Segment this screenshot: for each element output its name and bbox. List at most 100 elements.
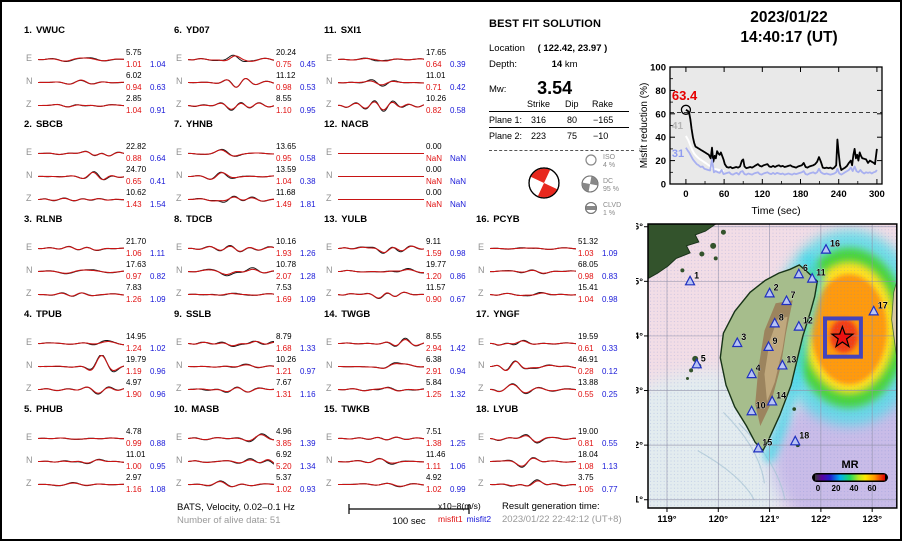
component-label: Z bbox=[478, 288, 484, 298]
station-number: 16 bbox=[830, 239, 840, 249]
misfit-reduction-chart: 0 60 120 180 240 300 0 20 40 60 80 100 63.4 41 31 Time … bbox=[639, 63, 885, 218]
mr-tick-label: 40 bbox=[850, 484, 859, 493]
waveform-trace-PCYB-N: N 68.05 0.98 0.83 bbox=[476, 260, 626, 283]
station-triangle-icon bbox=[776, 359, 788, 370]
station-header: 5. PHUB bbox=[24, 404, 63, 415]
component-label: E bbox=[26, 337, 33, 347]
misfit1-value: 1.90 bbox=[126, 390, 142, 399]
misfit1-value: NaN bbox=[426, 154, 443, 163]
component-label: Z bbox=[326, 288, 332, 298]
misfit1-value: 0.99 bbox=[126, 439, 142, 448]
component-label: E bbox=[176, 337, 183, 347]
iso-icon bbox=[585, 154, 597, 166]
misfit1-value: 2.07 bbox=[276, 272, 292, 281]
misfit2-value: NaN bbox=[450, 154, 467, 163]
station-block-TPUB: 4. TPUB E 14.95 1.24 1.02 N 19.79 1.19 0.96 Z 4.97 1… bbox=[24, 306, 174, 401]
misfit2-value: 1.81 bbox=[300, 200, 316, 209]
depth-value: 14 bbox=[551, 59, 563, 70]
misfit1-value: 2.91 bbox=[426, 367, 442, 376]
station-triangle-icon bbox=[820, 243, 832, 254]
component-label: Z bbox=[26, 99, 32, 109]
misfit2-legend: misfit2 bbox=[466, 514, 492, 524]
misfit1-value: 1.06 bbox=[126, 249, 142, 258]
waveform-trace-NACB-E: E 0.00 NaN NaN bbox=[324, 142, 474, 165]
waveform-trace-PCYB-Z: Z 15.41 1.04 0.98 bbox=[476, 283, 626, 306]
peak-amplitude: 51.32 bbox=[578, 237, 599, 246]
annotation-63.4: 63.4 bbox=[672, 88, 698, 103]
peak-amplitude: 11.57 bbox=[426, 283, 446, 292]
result-time-value: 2023/01/22 22:42:12 (UT+8) bbox=[502, 514, 622, 525]
map-station-4: 4 bbox=[746, 363, 761, 379]
station-number: 17 bbox=[878, 300, 888, 310]
misfit2-value: 1.34 bbox=[300, 462, 316, 471]
misfit1-value: 1.16 bbox=[126, 485, 142, 494]
data-description: BATS, Velocity, 0.02–0.1 Hz bbox=[177, 502, 295, 513]
waveform-trace-TWKB-N: N 11.46 1.11 1.06 bbox=[324, 450, 474, 473]
station-block-YHNB: 7. YHNB E 13.65 0.95 0.58 N 13.59 1.04 0.38 Z 11.68… bbox=[174, 116, 324, 211]
annotation-41: 41 bbox=[672, 121, 684, 132]
waveform-trace-SSLB-N: N 10.26 1.21 0.97 bbox=[174, 355, 324, 378]
component-label: N bbox=[176, 360, 183, 370]
map-station-3: 3 bbox=[731, 332, 747, 348]
station-triangle-icon bbox=[868, 305, 880, 316]
component-label: E bbox=[326, 337, 333, 347]
map-station-11: 11 bbox=[806, 267, 826, 283]
peak-amplitude: 2.85 bbox=[126, 94, 142, 103]
waveform-trace-SBCB-E: E 22.82 0.88 0.64 bbox=[24, 142, 174, 165]
misfit2-value: 0.83 bbox=[602, 272, 618, 281]
station-triangle-icon bbox=[806, 272, 818, 283]
station-block-RLNB: 3. RLNB E 21.70 1.06 1.11 N 17.63 0.97 0.82 Z 7.83 1… bbox=[24, 211, 174, 306]
misfit2-value: 1.26 bbox=[300, 249, 316, 258]
misfit1-legend: misfit1 bbox=[438, 514, 463, 524]
peak-amplitude: 8.55 bbox=[276, 94, 292, 103]
peak-amplitude: 19.59 bbox=[578, 332, 599, 341]
station-number: 15 bbox=[762, 437, 772, 447]
station-block-SSLB: 9. SSLB E 8.79 1.68 1.33 N 10.26 1.21 0.97 Z 7.67 1.… bbox=[174, 306, 324, 401]
component-label: Z bbox=[326, 383, 332, 393]
misfit2-value: 0.64 bbox=[150, 154, 166, 163]
event-time: 14:40:17 (UT) bbox=[740, 29, 838, 46]
component-label: Z bbox=[478, 478, 484, 488]
y-tick-label: 40 bbox=[655, 133, 666, 144]
misfit2-value: 1.33 bbox=[300, 344, 316, 353]
waveform-trace-YHNB-Z: Z 11.68 1.49 1.81 bbox=[174, 188, 324, 211]
waveform-trace-YD07-E: E 20.24 0.75 0.45 bbox=[174, 48, 324, 71]
misfit2-value: 0.38 bbox=[300, 177, 316, 186]
misfit1-value: 1.26 bbox=[126, 295, 142, 304]
peak-amplitude: 6.02 bbox=[126, 71, 142, 80]
misfit1-value: 1.00 bbox=[126, 462, 142, 471]
component-label: Z bbox=[26, 478, 32, 488]
clvd-icon bbox=[585, 202, 597, 214]
station-header: 11. SXI1 bbox=[324, 25, 362, 36]
waveform-trace-PHUB-Z: Z 2.97 1.16 1.08 bbox=[24, 473, 174, 496]
component-label: N bbox=[176, 76, 183, 86]
component-label: N bbox=[478, 455, 485, 465]
peak-amplitude: 4.78 bbox=[126, 427, 142, 436]
peak-amplitude: 20.24 bbox=[276, 48, 297, 57]
peak-amplitude: 10.62 bbox=[126, 188, 147, 197]
component-label: Z bbox=[26, 288, 32, 298]
scale-bar-label: 100 sec bbox=[392, 516, 426, 527]
mr-tick-label: 0 bbox=[816, 484, 821, 493]
component-label: E bbox=[478, 242, 485, 252]
table-rule bbox=[489, 111, 629, 112]
peak-amplitude: 0.00 bbox=[426, 188, 442, 197]
peak-amplitude: 15.41 bbox=[578, 283, 599, 292]
component-label: E bbox=[26, 242, 33, 252]
misfit2-value: 0.55 bbox=[602, 439, 618, 448]
peak-amplitude: 14.95 bbox=[126, 332, 147, 341]
plane2-label: Plane 2: bbox=[489, 131, 523, 141]
dc-label: DC 95 % bbox=[603, 178, 619, 193]
map-station-8: 8 bbox=[769, 312, 784, 328]
col-header-rake: Rake bbox=[592, 99, 614, 109]
map-station-17: 17 bbox=[868, 300, 888, 316]
station-triangle-icon bbox=[781, 294, 793, 306]
peak-amplitude: 11.01 bbox=[426, 71, 446, 80]
misfit1-value: 0.82 bbox=[426, 106, 442, 115]
station-header: 4. TPUB bbox=[24, 309, 62, 320]
station-header: 7. YHNB bbox=[174, 119, 213, 130]
misfit1-value: 1.04 bbox=[578, 295, 594, 304]
misfit1-value: 1.04 bbox=[126, 106, 142, 115]
misfit1-value: 1.43 bbox=[126, 200, 142, 209]
